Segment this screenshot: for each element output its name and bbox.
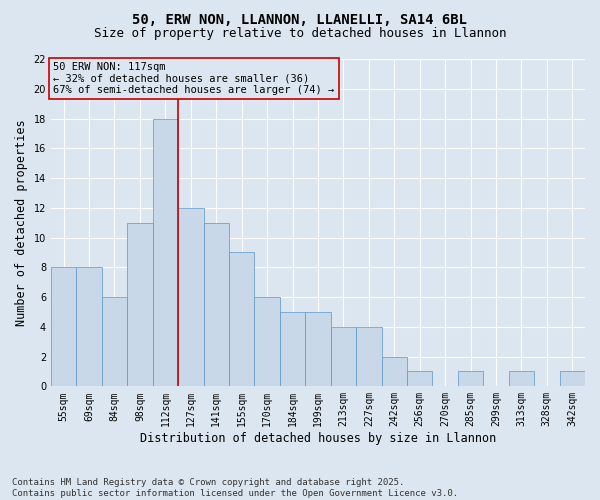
X-axis label: Distribution of detached houses by size in Llannon: Distribution of detached houses by size … bbox=[140, 432, 496, 445]
Bar bbox=[178, 208, 203, 386]
Bar bbox=[407, 372, 433, 386]
Bar bbox=[331, 327, 356, 386]
Bar bbox=[280, 312, 305, 386]
Bar bbox=[254, 297, 280, 386]
Bar bbox=[356, 327, 382, 386]
Bar bbox=[127, 222, 152, 386]
Bar bbox=[102, 297, 127, 386]
Bar bbox=[229, 252, 254, 386]
Bar bbox=[203, 222, 229, 386]
Bar bbox=[76, 268, 102, 386]
Bar bbox=[305, 312, 331, 386]
Text: Contains HM Land Registry data © Crown copyright and database right 2025.
Contai: Contains HM Land Registry data © Crown c… bbox=[12, 478, 458, 498]
Bar bbox=[152, 118, 178, 386]
Y-axis label: Number of detached properties: Number of detached properties bbox=[15, 120, 28, 326]
Bar bbox=[51, 268, 76, 386]
Bar bbox=[458, 372, 483, 386]
Bar bbox=[382, 356, 407, 386]
Bar bbox=[509, 372, 534, 386]
Bar bbox=[560, 372, 585, 386]
Text: 50 ERW NON: 117sqm
← 32% of detached houses are smaller (36)
67% of semi-detache: 50 ERW NON: 117sqm ← 32% of detached hou… bbox=[53, 62, 335, 95]
Text: Size of property relative to detached houses in Llannon: Size of property relative to detached ho… bbox=[94, 28, 506, 40]
Text: 50, ERW NON, LLANNON, LLANELLI, SA14 6BL: 50, ERW NON, LLANNON, LLANELLI, SA14 6BL bbox=[133, 12, 467, 26]
